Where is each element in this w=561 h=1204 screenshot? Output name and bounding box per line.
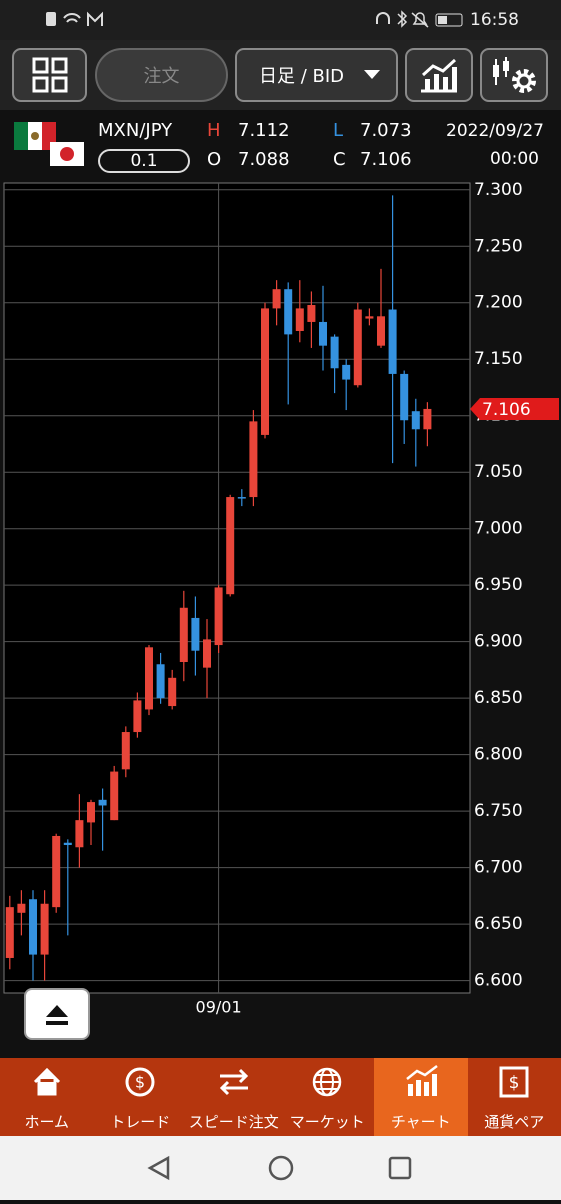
y-tick-label: 6.900 (474, 632, 523, 652)
candle-body (249, 421, 257, 497)
candle-body (307, 305, 315, 322)
y-tick-label: 7.150 (474, 349, 523, 369)
candle-body (412, 411, 420, 429)
candlestick-chart: 6.600 6.650 6.700 6.750 6.800 6.850 6.900 6.950… (0, 0, 561, 1056)
candle-body (365, 316, 373, 318)
candle-body (52, 836, 60, 907)
candle-body (41, 904, 49, 955)
nav-tab[interactable]: マーケット (281, 1058, 375, 1136)
candle-body (238, 497, 246, 499)
icon-part (416, 1080, 421, 1096)
candle-body (331, 337, 339, 369)
candle-body (133, 700, 141, 732)
icon-part (408, 1084, 413, 1096)
y-tick-label: 7.200 (474, 293, 523, 313)
candle-body (64, 843, 72, 845)
y-tick-label: 6.700 (474, 858, 523, 878)
nav-tab[interactable]: チャート (374, 1058, 468, 1136)
nav-icon (29, 1064, 65, 1100)
bottom-nav: ホーム $ トレードスピード注文マーケット チャート $ 通貨ペア (0, 1058, 561, 1136)
candle-body (75, 820, 83, 847)
candle-body (226, 497, 234, 594)
candle-body (400, 374, 408, 420)
y-tick-label: 6.800 (474, 745, 523, 765)
candle-body (389, 310, 397, 374)
last-price-label: 7.106 (482, 400, 531, 420)
candle-body (157, 664, 165, 698)
y-tick-label: 7.050 (474, 462, 523, 482)
nav-tab[interactable]: $ 通貨ペア (468, 1058, 561, 1136)
nav-label: トレード (110, 1111, 170, 1132)
y-tick-label: 6.600 (474, 971, 523, 991)
icon-part (35, 1070, 59, 1094)
candle-body (191, 618, 199, 651)
nav-icon (216, 1064, 252, 1100)
candle-body (122, 732, 130, 769)
candle-body (296, 308, 304, 331)
icon-part (432, 1074, 437, 1096)
nav-tab[interactable]: スピード注文 (187, 1058, 281, 1136)
candle-body (180, 608, 188, 662)
candle-body (377, 316, 385, 345)
nav-tab[interactable]: $ トレード (94, 1058, 188, 1136)
y-tick-label: 6.850 (474, 688, 523, 708)
icon-part: $ (509, 1073, 520, 1093)
candle-body (284, 289, 292, 334)
y-tick-label: 6.750 (474, 801, 523, 821)
y-tick-label: 7.250 (474, 236, 523, 256)
plot-area (4, 183, 470, 993)
candle-body (273, 289, 281, 308)
candle-body (354, 310, 362, 386)
system-nav-icons (0, 1136, 561, 1200)
candle-body (319, 322, 327, 346)
nav-icon: $ (122, 1064, 158, 1100)
y-tick-label: 6.650 (474, 914, 523, 934)
candle-body (87, 802, 95, 822)
collapse-button[interactable] (24, 988, 90, 1040)
nav-label: 通貨ペア (484, 1111, 544, 1132)
system-nav (0, 1136, 561, 1200)
icon-part: $ (135, 1073, 145, 1092)
candle-body (261, 308, 269, 435)
candle-body (17, 904, 25, 913)
icon-part (220, 1070, 248, 1094)
icon-part (424, 1082, 429, 1096)
candle-body (145, 647, 153, 709)
candle-body (29, 899, 37, 954)
nav-icon (403, 1064, 439, 1100)
nav-label: マーケット (290, 1111, 365, 1132)
icon-part (314, 1075, 340, 1089)
nav-label: ホーム (24, 1111, 69, 1132)
y-tick-label: 6.950 (474, 575, 523, 595)
y-tick-label: 7.000 (474, 519, 523, 539)
candle-body (423, 409, 431, 429)
candle-body (110, 772, 118, 821)
candle-body (342, 365, 350, 380)
candle-body (99, 800, 107, 806)
y-tick-label: 7.300 (474, 180, 523, 200)
nav-tab[interactable]: ホーム (0, 1058, 94, 1136)
x-tick-label: 09/01 (196, 998, 242, 1017)
nav-label: スピード注文 (189, 1111, 279, 1132)
eject-icon (26, 990, 88, 1038)
nav-icon (309, 1064, 345, 1100)
candle-body (215, 587, 223, 645)
nav-icon: $ (496, 1064, 532, 1100)
candle-body (168, 678, 176, 706)
candle-body (203, 639, 211, 667)
nav-label: チャート (391, 1111, 451, 1132)
candle-body (6, 907, 14, 958)
